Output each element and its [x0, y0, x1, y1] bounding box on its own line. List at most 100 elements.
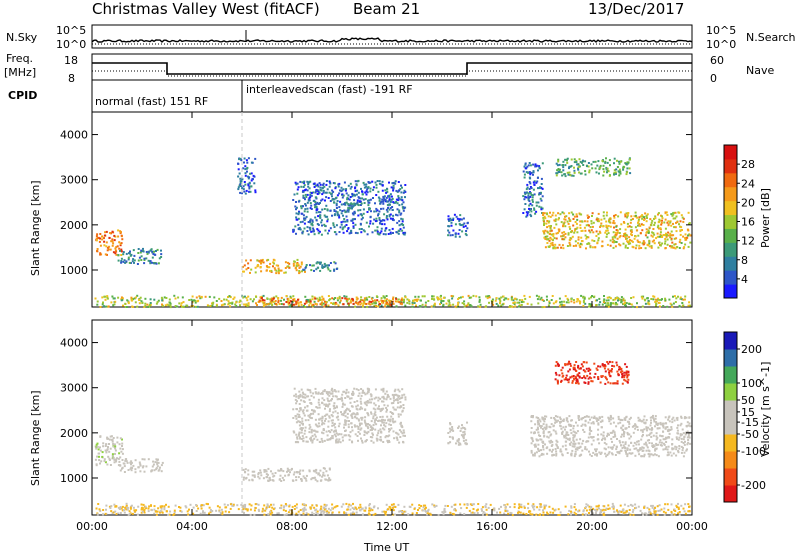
power-cbtick-label-4: 20	[741, 196, 755, 209]
freq-label-line2: [MHz]	[4, 66, 37, 79]
power-ytick-label-3: 4000	[60, 129, 88, 142]
radar-title: Christmas Valley West (fitACF)	[92, 0, 320, 18]
freq-tick-high: 18	[64, 54, 78, 67]
power-ytick-label-1: 2000	[60, 219, 88, 232]
beam-label: Beam 21	[353, 0, 421, 18]
nsky-trace	[91, 37, 693, 43]
power-colorbar-cell-8	[724, 172, 737, 188]
power-region-10	[542, 211, 692, 250]
velocity-colorbar-label: Velocity [m s^-1]	[759, 361, 772, 457]
nsearch-label: N.Search	[746, 31, 796, 44]
power-cbtick-label-1: 8	[741, 254, 748, 267]
power-region-0	[95, 229, 124, 256]
velocity-cbtick-label-3: -15	[741, 416, 759, 429]
velocity-ytick-label-1: 2000	[60, 427, 88, 440]
power-colorbar-cell-4	[724, 228, 737, 243]
power-region-11	[555, 157, 632, 178]
velocity-colorbar-cell-4	[724, 417, 737, 435]
power-ytick-label-0: 1000	[60, 264, 88, 277]
velocity-colorbar-cell-5	[724, 400, 737, 418]
power-region-5	[302, 261, 339, 272]
nsky-panel-frame	[91, 24, 693, 49]
velocity-ytick-label-0: 1000	[60, 472, 88, 485]
power-ytick-label-2: 3000	[60, 174, 88, 187]
velocity-region-0	[94, 435, 124, 467]
nsky-label: N.Sky	[6, 31, 38, 44]
power-ylabel: Slant Range [km]	[29, 180, 42, 276]
date-label: 13/Dec/2017	[588, 0, 685, 18]
velocity-region-4	[292, 387, 407, 444]
power-region-6	[237, 157, 257, 195]
velocity-xtick-label-1: 04:00	[176, 520, 208, 533]
power-colorbar-label: Power [dB]	[759, 188, 772, 248]
velocity-colorbar-cell-8	[724, 349, 737, 367]
velocity-cbtick-label-5: 50	[741, 394, 755, 407]
power-cbtick-label-3: 16	[741, 216, 755, 229]
velocity-cbtick-label-7: 200	[741, 343, 762, 356]
power-region-3	[258, 297, 403, 306]
velocity-colorbar-cell-3	[724, 434, 737, 452]
power-cbtick-label-5: 24	[741, 177, 755, 190]
velocity-region-6	[530, 414, 692, 458]
freq-panel-frame	[91, 53, 693, 81]
velocity-xtick-label-0: 00:00	[76, 520, 108, 533]
velocity-colorbar-cell-0	[724, 485, 737, 503]
velocity-xtick-label-4: 16:00	[476, 520, 508, 533]
nsky-tick-high: 10^5	[56, 24, 87, 37]
velocity-xtick-label-3: 12:00	[376, 520, 408, 533]
velocity-region-5	[447, 421, 468, 446]
power-colorbar-cell-0	[724, 284, 737, 299]
velocity-cbtick-label-2: -50	[741, 428, 759, 441]
power-colorbar-cell-10	[724, 145, 737, 160]
velocity-ytick-label-3: 4000	[60, 337, 88, 350]
power-region-2	[94, 294, 692, 309]
velocity-colorbar-frame	[723, 331, 738, 503]
power-cbtick-label-2: 12	[741, 235, 755, 248]
velocity-region-7	[554, 360, 630, 385]
power-region-7	[292, 179, 407, 236]
velocity-colorbar-cell-1	[724, 468, 737, 486]
cpid-label: CPID	[8, 89, 38, 102]
power-region-9	[522, 162, 544, 218]
nave-tick-low: 0	[710, 72, 717, 85]
freq-tick-low: 8	[68, 72, 75, 85]
velocity-colorbar-cell-7	[724, 366, 737, 384]
power-region-1	[117, 247, 163, 265]
power-colorbar-cell-7	[724, 186, 737, 202]
power-colorbar-cell-1	[724, 270, 737, 285]
power-cbtick-label-6: 28	[741, 158, 755, 171]
velocity-region-3	[242, 467, 332, 483]
velocity-region-1	[117, 457, 164, 474]
time-xlabel: Time UT	[364, 541, 410, 554]
velocity-ylabel: Slant Range [km]	[29, 390, 42, 486]
power-colorbar-cell-5	[724, 214, 737, 229]
velocity-cbtick-label-1: -100	[741, 445, 766, 458]
nsearch-tick-low: 10^0	[706, 38, 737, 51]
nave-tick-high: 60	[710, 54, 724, 67]
power-colorbar-cell-6	[724, 200, 737, 216]
power-cbtick-label-0: 4	[741, 273, 748, 286]
velocity-xtick-label-6: 00:00	[676, 520, 708, 533]
nsky-tick-low: 10^0	[56, 38, 87, 51]
power-colorbar-cell-3	[724, 242, 737, 257]
power-colorbar-cell-9	[724, 158, 737, 174]
cpid-segment-2: interleavedscan (fast) -191 RF	[246, 83, 413, 96]
velocity-cbtick-label-0: -200	[741, 479, 766, 492]
velocity-colorbar-cell-2	[724, 451, 737, 469]
velocity-cbtick-label-4: 15	[741, 406, 755, 419]
nsearch-tick-high: 10^5	[706, 24, 737, 37]
cpid-segment-1: normal (fast) 151 RF	[95, 95, 209, 108]
velocity-cbtick-label-6: 100	[741, 377, 762, 390]
velocity-xtick-label-5: 20:00	[576, 520, 608, 533]
velocity-ytick-label-2: 3000	[60, 382, 88, 395]
velocity-colorbar-cell-9	[724, 332, 737, 350]
power-colorbar-cell-2	[724, 256, 737, 271]
power-region-8	[447, 213, 469, 238]
velocity-xtick-label-2: 08:00	[276, 520, 308, 533]
freq-trace	[92, 62, 692, 75]
power-region-4	[242, 258, 306, 275]
cpid-panel-frame	[91, 79, 693, 113]
velocity-colorbar-cell-6	[724, 383, 737, 401]
nave-label: Nave	[746, 64, 775, 77]
